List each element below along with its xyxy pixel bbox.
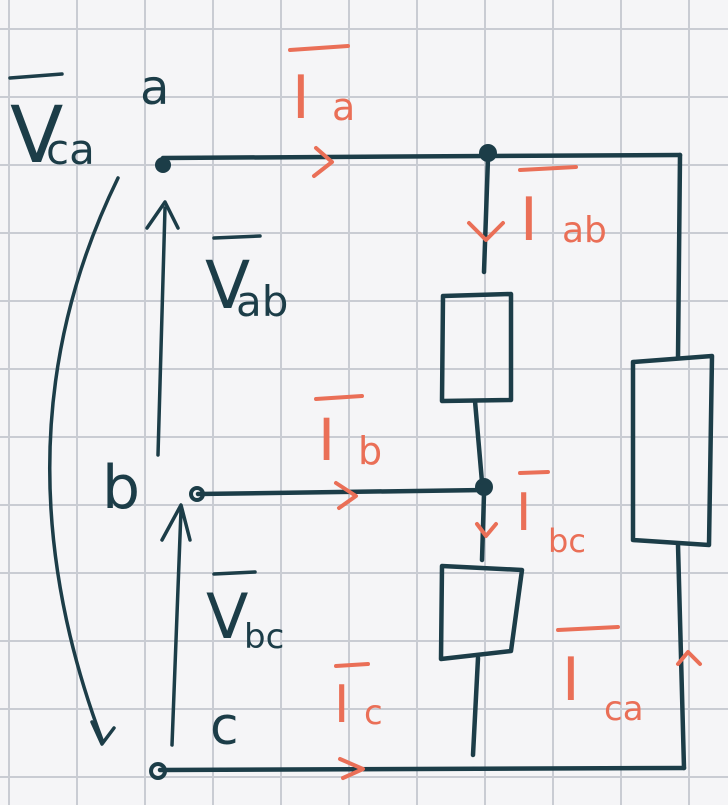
current-c-arrow: [338, 757, 365, 780]
wire-bc-bottom: [470, 655, 481, 758]
voltage-ca-symbol: V: [10, 91, 63, 181]
wire-line-a: [160, 152, 683, 161]
node-b-terminal: [189, 486, 205, 502]
voltage-bc-arrowhead: [160, 503, 192, 542]
current-ab-symbol: I: [520, 185, 538, 255]
current-bc-symbol: I: [516, 483, 531, 543]
voltage-ab-symbol: V: [205, 247, 250, 324]
current-ca-arrow: [676, 650, 702, 666]
junction-a: [479, 144, 497, 162]
current-bc-subscript: bc: [548, 522, 586, 560]
node-c-label: c: [210, 697, 239, 757]
current-a-symbol: I: [292, 63, 310, 133]
node-c-terminal: [149, 762, 167, 780]
voltage-ab-arrow: [156, 206, 167, 457]
node-b-label: b: [102, 453, 140, 523]
wire-ab-top: [481, 155, 491, 275]
voltage-ca-label: V ca: [8, 72, 95, 181]
wire-ca-bottom: [675, 542, 687, 771]
current-b-subscript: b: [358, 429, 382, 473]
current-ab-arrow: [467, 221, 505, 242]
voltage-bc-symbol: V: [206, 580, 248, 653]
voltage-ab-label: V ab: [205, 234, 288, 326]
current-c-symbol: I: [334, 675, 349, 735]
voltage-bc-subscript: bc: [244, 617, 284, 657]
wire-bc-top: [479, 491, 487, 563]
voltage-ab-arrowhead: [145, 200, 180, 230]
wire-line-b: [195, 487, 488, 497]
current-a-subscript: a: [332, 85, 355, 129]
current-c-subscript: c: [364, 693, 383, 733]
current-bc-label: I bc: [516, 470, 586, 560]
node-a-terminal: [155, 157, 171, 173]
voltage-bc-arrow: [170, 508, 183, 747]
current-a-arrow: [312, 146, 334, 178]
junction-b: [475, 478, 493, 496]
wire-ca-top: [675, 152, 683, 361]
current-a-label: I a: [288, 44, 355, 133]
current-ca-subscript: ca: [604, 689, 644, 729]
current-ab-subscript: ab: [562, 210, 607, 251]
voltage-ca-subscript: ca: [46, 125, 95, 174]
impedance-bc: [438, 563, 525, 662]
voltage-ab-subscript: ab: [236, 277, 288, 326]
current-ab-label: I ab: [518, 165, 607, 255]
wire-line-c: [157, 765, 687, 773]
voltage-bc-label: V bc: [206, 570, 284, 657]
node-a-label: a: [140, 60, 169, 116]
wire-ab-bottom: [472, 398, 485, 485]
voltage-ca-arrowhead: [90, 720, 116, 746]
current-bc-arrow: [475, 522, 498, 538]
impedance-ca: [630, 353, 715, 548]
current-b-label: I b: [314, 394, 382, 474]
current-c-label: I c: [334, 662, 383, 735]
current-b-arrow: [334, 481, 358, 510]
current-b-symbol: I: [318, 406, 335, 474]
current-ca-symbol: I: [562, 645, 580, 715]
impedance-ab: [439, 291, 514, 404]
voltage-ca-arc: [48, 176, 120, 742]
current-ca-label: I ca: [556, 625, 644, 729]
